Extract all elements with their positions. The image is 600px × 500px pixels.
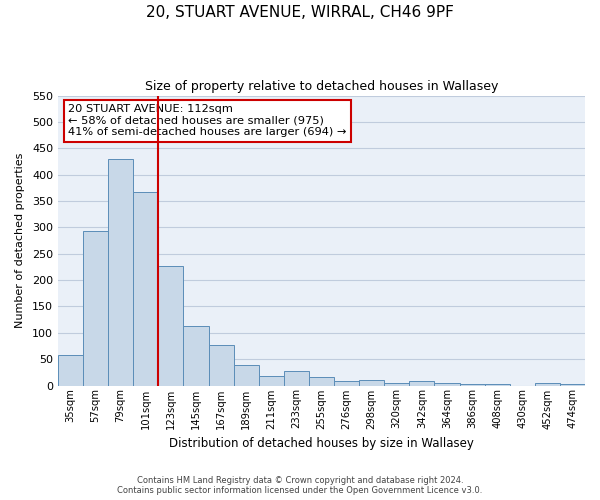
- Title: Size of property relative to detached houses in Wallasey: Size of property relative to detached ho…: [145, 80, 498, 93]
- Bar: [284, 371, 309, 386]
- X-axis label: Distribution of detached houses by size in Wallasey: Distribution of detached houses by size …: [169, 437, 474, 450]
- Text: 20, STUART AVENUE, WIRRAL, CH46 9PF: 20, STUART AVENUE, WIRRAL, CH46 9PF: [146, 5, 454, 20]
- Bar: [58, 356, 83, 386]
- Bar: [560, 384, 585, 386]
- Bar: [409, 381, 434, 386]
- Bar: [359, 380, 384, 386]
- Bar: [535, 383, 560, 386]
- Bar: [108, 159, 133, 386]
- Text: Contains HM Land Registry data © Crown copyright and database right 2024.
Contai: Contains HM Land Registry data © Crown c…: [118, 476, 482, 495]
- Bar: [184, 326, 209, 386]
- Bar: [460, 384, 485, 386]
- Y-axis label: Number of detached properties: Number of detached properties: [15, 153, 25, 328]
- Bar: [259, 376, 284, 386]
- Bar: [309, 377, 334, 386]
- Bar: [233, 366, 259, 386]
- Bar: [384, 383, 409, 386]
- Bar: [83, 231, 108, 386]
- Text: 20 STUART AVENUE: 112sqm
← 58% of detached houses are smaller (975)
41% of semi-: 20 STUART AVENUE: 112sqm ← 58% of detach…: [68, 104, 347, 138]
- Bar: [133, 192, 158, 386]
- Bar: [334, 382, 359, 386]
- Bar: [209, 346, 233, 386]
- Bar: [485, 384, 510, 386]
- Bar: [434, 384, 460, 386]
- Bar: [158, 266, 184, 386]
